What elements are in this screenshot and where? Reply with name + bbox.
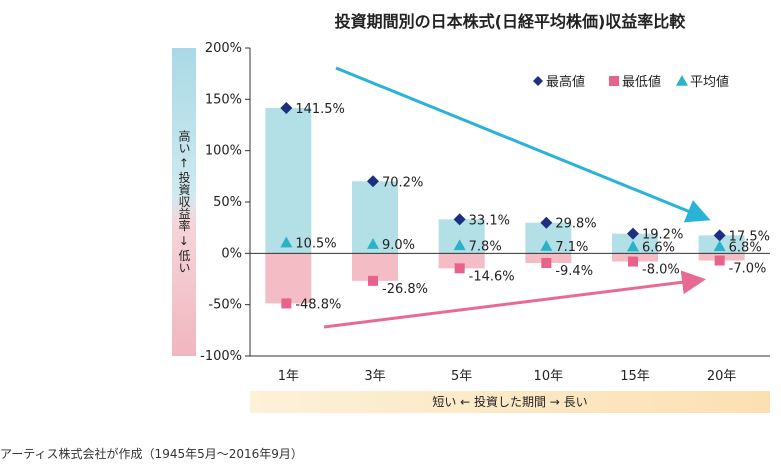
high-value-marker — [627, 227, 639, 240]
high-value-marker — [533, 76, 543, 86]
high-value-marker — [367, 175, 379, 188]
average-value-label: 10.5% — [295, 237, 336, 252]
average-value-label: 9.0% — [382, 238, 415, 253]
high-value-marker — [713, 229, 726, 242]
x-tick-label: 1年 — [278, 369, 299, 384]
x-tick-label: 3年 — [364, 369, 385, 384]
legend-label: 平均値 — [690, 74, 729, 90]
low-value-label: -14.6% — [469, 269, 515, 284]
low-value-marker — [541, 257, 552, 268]
low-value-marker — [281, 298, 292, 309]
high-value-label: 33.1% — [469, 213, 510, 228]
average-value-marker — [453, 239, 466, 251]
low-value-marker — [714, 255, 725, 266]
y-tick-label: -100% — [200, 349, 242, 364]
low-value-label: -8.0% — [642, 263, 680, 278]
y-tick-label: 0% — [221, 246, 242, 261]
high-value-marker — [280, 102, 293, 115]
low-value-marker — [454, 263, 465, 274]
return-axis-label: 高い ← 投資収益率 → 低い — [177, 130, 191, 274]
range-bar-negative — [438, 253, 485, 269]
period-axis-label: 短い ← 投資した期間 → 長い — [250, 391, 770, 413]
average-value-label: 7.8% — [469, 239, 502, 254]
average-value-marker — [627, 240, 639, 252]
average-value-marker — [540, 240, 553, 251]
average-value-marker — [367, 238, 379, 249]
x-tick-label: 10年 — [534, 369, 564, 384]
range-bar-positive — [352, 181, 398, 254]
decreasing-high-trend-arrow — [335, 66, 711, 223]
low-value-label: -48.8% — [295, 297, 341, 312]
range-bar-positive — [612, 233, 658, 254]
average-value-marker — [676, 75, 688, 86]
high-value-marker — [453, 213, 466, 226]
x-tick-label: 5年 — [451, 369, 472, 384]
source-footnote: アーティス株式会社が作成（1945年5月～2016年9月） — [0, 447, 303, 461]
low-value-label: -7.0% — [729, 262, 767, 277]
high-value-marker — [540, 216, 553, 229]
low-value-marker — [609, 76, 619, 86]
range-bar-negative — [265, 253, 312, 304]
high-value-label: 70.2% — [382, 175, 423, 190]
low-value-label: -26.8% — [382, 282, 428, 297]
average-value-marker — [280, 236, 293, 248]
y-tick-label: 200% — [205, 41, 242, 56]
y-tick-label: -50% — [208, 298, 242, 313]
low-value-marker — [628, 256, 638, 267]
high-value-label: 19.2% — [642, 228, 683, 243]
y-tick-label: 50% — [213, 195, 242, 210]
x-tick-label: 15年 — [620, 369, 650, 384]
average-value-marker — [713, 240, 726, 252]
high-value-label: 29.8% — [555, 217, 596, 232]
low-value-label: -9.4% — [555, 264, 593, 279]
legend-label: 最高値 — [546, 74, 585, 90]
legend-label: 最低値 — [622, 74, 661, 90]
range-bar-positive — [265, 108, 312, 254]
high-value-label: 141.5% — [295, 102, 345, 117]
average-value-label: 6.6% — [642, 241, 675, 256]
x-tick-label: 20年 — [707, 369, 737, 384]
y-tick-label: 150% — [205, 92, 242, 107]
y-tick-label: 100% — [205, 144, 242, 159]
chart-title: 投資期間別の日本株式(日経平均株価)収益率比較 — [334, 12, 686, 31]
return-axis-gradient-bar — [172, 48, 196, 356]
average-value-label: 6.8% — [729, 240, 762, 255]
average-value-label: 7.1% — [555, 240, 588, 255]
low-value-marker — [368, 275, 378, 286]
rising-low-trend-arrow — [323, 270, 706, 329]
high-value-label: 17.5% — [729, 229, 770, 244]
